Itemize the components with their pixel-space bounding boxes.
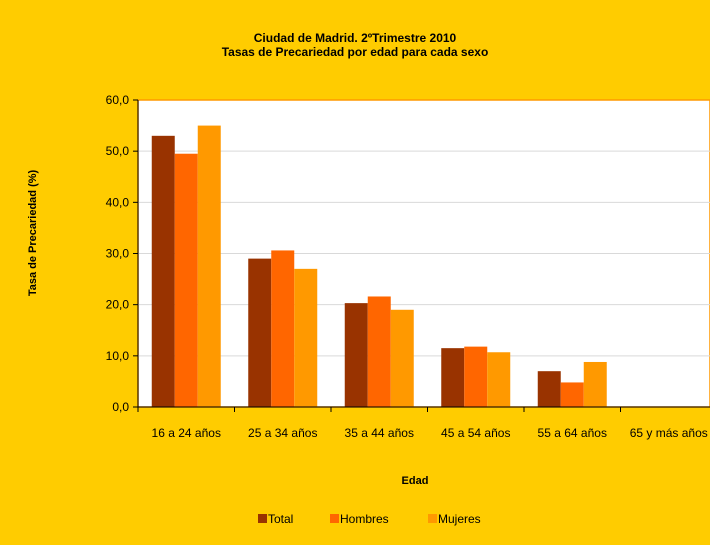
y-tick-label: 40,0 bbox=[106, 195, 130, 209]
legend: Total Hombres Mujeres bbox=[258, 512, 481, 526]
y-tick-label: 30,0 bbox=[106, 247, 130, 261]
bar-total bbox=[537, 371, 561, 407]
y-tick-labels: 0,0 10,0 20,0 30,0 40,0 50,0 60,0 bbox=[106, 93, 138, 414]
y-tick-label: 0,0 bbox=[112, 400, 129, 414]
x-tick-label: 16 a 24 años bbox=[152, 426, 221, 440]
x-tick-label: 55 a 64 años bbox=[538, 426, 607, 440]
bars bbox=[151, 125, 607, 408]
x-tick-label: 35 a 44 años bbox=[345, 426, 414, 440]
y-tick-label: 10,0 bbox=[106, 349, 130, 363]
bar-hombres bbox=[174, 153, 198, 407]
bar-hombres bbox=[464, 346, 488, 407]
y-axis-label: Tasa de Precariedad (%) bbox=[27, 169, 39, 296]
x-axis-label: Edad bbox=[402, 475, 429, 487]
legend-swatch-hombres bbox=[330, 514, 339, 523]
y-tick-label: 20,0 bbox=[106, 298, 130, 312]
bar-mujeres bbox=[294, 268, 318, 407]
legend-swatch-mujeres bbox=[428, 514, 437, 523]
legend-label-mujeres: Mujeres bbox=[438, 512, 481, 526]
bar-hombres bbox=[560, 382, 584, 407]
gridlines bbox=[138, 150, 710, 357]
legend-label-total: Total bbox=[268, 512, 293, 526]
bar-total bbox=[344, 303, 368, 407]
bar-total bbox=[248, 258, 272, 407]
x-tick-label: 65 y más años bbox=[630, 426, 708, 440]
legend-label-hombres: Hombres bbox=[340, 512, 389, 526]
chart-title: Ciudad de Madrid. 2ºTrimestre 2010 bbox=[254, 31, 457, 45]
bar-total bbox=[151, 135, 175, 408]
y-tick-label: 50,0 bbox=[106, 144, 130, 158]
y-tick-label: 60,0 bbox=[106, 93, 130, 107]
bar-total bbox=[441, 348, 465, 407]
x-tick-label: 45 a 54 años bbox=[441, 426, 510, 440]
bar-hombres bbox=[271, 250, 295, 407]
bar-mujeres bbox=[487, 352, 511, 407]
chart-subtitle: Tasas de Precariedad por edad para cada … bbox=[222, 45, 489, 59]
bar-hombres bbox=[367, 296, 391, 407]
x-tick-labels: 16 a 24 años 25 a 34 años 35 a 44 años 45 a… bbox=[137, 407, 708, 440]
bar-mujeres bbox=[197, 125, 221, 407]
bar-mujeres bbox=[583, 361, 607, 407]
x-tick-label: 25 a 34 años bbox=[248, 426, 317, 440]
bar-mujeres bbox=[390, 309, 414, 407]
legend-swatch-total bbox=[258, 514, 267, 523]
